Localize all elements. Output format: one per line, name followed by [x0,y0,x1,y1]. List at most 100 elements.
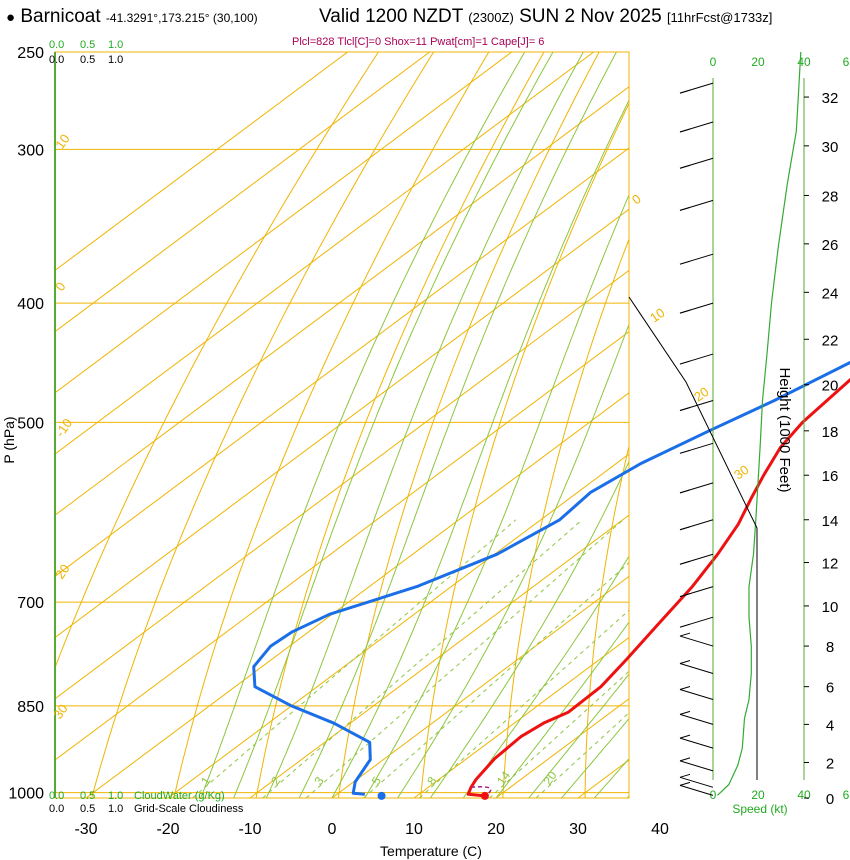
indices-line: Plcl=828 Tlcl[C]=0 Shox=11 Pwat[cm]=1 Ca… [292,36,545,48]
speed-tick-bottom: 20 [751,788,765,802]
valid-time: Valid 1200 NZDT [319,6,463,27]
cloudwater-tick-bottom: 1.0 [108,790,123,802]
moist-adiabat-line [298,52,617,798]
height-tick-label: 24 [822,285,839,302]
pressure-tick-label: 400 [17,296,44,313]
height-tick-label: 10 [822,599,839,616]
header-valid-line: Valid 1200 NZDT (2300Z) SUN 2 Nov 2025 [… [319,6,772,28]
cloudiness-tick-top: 1.0 [108,54,123,66]
height-tick-label: 2 [826,755,834,772]
moist-adiabat-line [265,52,584,798]
cloudiness-tick-top: 0.5 [80,54,95,66]
mixing-ratio-label: 1 [198,774,213,788]
wind-barb-flag [679,773,691,778]
isotherm-line [495,698,629,798]
wind-barb-flag [679,632,691,637]
speed-tick-bottom: 0 [710,788,717,802]
wind-barb-flag [679,781,691,786]
wind-barb-flag [679,686,691,691]
wind-barb-flag [679,128,691,133]
wind-barb-flag [679,560,691,565]
moist-adiabat-line [626,795,629,798]
dry-adiabat-label: 10 [647,305,667,326]
height-tick-label: 18 [822,424,839,441]
moist-adiabat-line [331,99,629,798]
mixing-ratio-line [363,562,629,798]
height-tick-label: 0 [826,791,834,808]
valid-date: SUN 2 Nov 2025 [519,6,662,27]
wind-barb-flag [679,407,691,412]
pressure-tick-label: 850 [17,699,44,716]
dry-adiabat-label: 20 [691,384,711,405]
height-tick-label: 6 [826,680,834,697]
wind-barb [679,635,714,647]
wind-barb [679,662,714,674]
temperature-tick-label: -30 [74,821,97,838]
cloudwater-tick-bottom: 0.5 [80,790,95,802]
wind-barb-flag [679,309,691,314]
dry-adiabat-label: 10 [52,131,73,151]
height-axis-title: Height (1000 Feet) [776,367,793,492]
panel-connector-line [628,296,758,780]
y-axis-title: P (hPa) [1,416,17,463]
wind-barb-flag [679,449,691,454]
moist-adiabat-line [528,673,629,798]
wind-barb-flag [679,489,691,494]
dry-adiabat-line [502,237,629,798]
mixing-ratio-line [305,519,624,798]
wind-barb-flag [679,360,691,365]
station-name: Barnicoat [20,6,101,27]
wind-barb-flag [679,89,691,94]
temperature-tick-label: -10 [238,821,261,838]
isotherm-line [331,575,629,798]
mixing-ratio-label: 3 [311,774,326,788]
wind-speed-line [717,51,802,796]
wind-barb [679,784,714,796]
moist-adiabat-line [561,717,629,798]
pressure-tick-label: 1000 [8,786,44,803]
height-tick-label: 16 [822,468,839,485]
isotherm-line [577,759,629,798]
speed-tick-top: 0 [710,55,717,69]
height-tick-label: 4 [826,717,834,734]
header-station-line: ● Barnicoat -41.3291°,173.215° (30,100) [6,6,258,28]
forecast-info: [11hrFcst@1733z] [666,10,773,25]
moist-adiabat-line [233,52,554,798]
dry-adiabat-line [255,52,545,798]
wind-barb-flag [679,206,691,211]
moist-adiabat-line [364,193,629,798]
cloudiness-tick-bottom: 0.5 [80,803,95,815]
mixing-ratio-line [262,519,583,798]
pressure-tick-label: 250 [17,45,44,62]
height-tick-label: 26 [822,237,839,254]
mixing-ratio-label: 14 [494,768,513,787]
mixing-ratio-label: 20 [541,768,560,787]
isotherm-line [55,52,348,272]
station-coords: -41.3291°,173.215° (30,100) [105,11,258,25]
valid-utc: (2300Z) [468,10,514,25]
wind-barb-flag [679,710,691,715]
plot-area [55,52,629,798]
temperature-tick-label: 30 [569,821,587,838]
cloudwater-tick-top: 1.0 [108,39,123,51]
speed-tick-top: 6 [843,55,850,69]
plot-frame [54,51,630,799]
surface-temperature-point [480,791,489,800]
cloudiness-tick-top: 0.0 [49,54,64,66]
isotherm-line [55,330,629,761]
isotherm-line [55,52,430,333]
moist-adiabat-line [495,621,629,798]
cloudwater-tick-top: 0.5 [80,39,95,51]
dry-adiabat-line [55,52,379,670]
wind-barb-flag [679,526,691,531]
speed-axis-title: Speed (kt) [732,802,787,816]
height-tick-label: 20 [822,378,839,395]
isotherm-line [55,86,629,516]
isotherm-line [55,269,629,700]
dry-adiabat-label: 30 [50,701,71,721]
temperature-tick-label: -20 [156,821,179,838]
moist-adiabat-line [397,322,629,798]
temperature-tick-label: 10 [405,821,423,838]
height-tick-label: 30 [822,139,839,156]
